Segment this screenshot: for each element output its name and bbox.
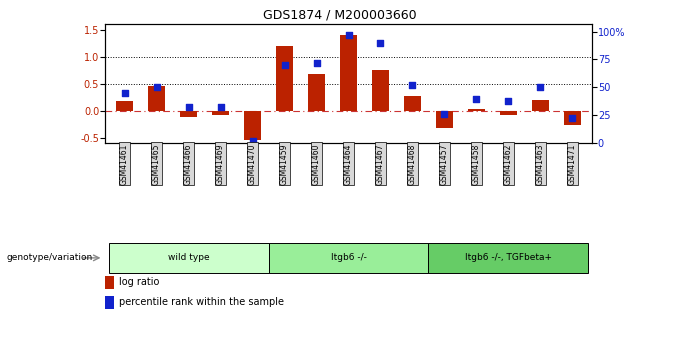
Text: log ratio: log ratio bbox=[119, 277, 159, 287]
Point bbox=[215, 105, 226, 110]
Bar bbox=[105, 276, 114, 288]
Text: GSM41467: GSM41467 bbox=[376, 143, 385, 185]
Bar bbox=[372, 70, 389, 111]
Bar bbox=[211, 111, 229, 115]
Text: GSM41457: GSM41457 bbox=[440, 143, 449, 185]
Point bbox=[567, 115, 578, 120]
Point bbox=[183, 105, 194, 110]
Text: GSM41466: GSM41466 bbox=[184, 143, 193, 185]
Text: Itgb6 -/-, TGFbeta+: Itgb6 -/-, TGFbeta+ bbox=[465, 253, 552, 263]
Bar bbox=[340, 35, 357, 111]
Point bbox=[119, 90, 130, 96]
Bar bbox=[436, 111, 454, 128]
Bar bbox=[532, 100, 549, 111]
Point bbox=[439, 111, 450, 117]
Text: GSM41463: GSM41463 bbox=[536, 143, 545, 185]
Text: GDS1874 / M200003660: GDS1874 / M200003660 bbox=[263, 9, 417, 22]
Point bbox=[535, 85, 546, 90]
Point bbox=[503, 98, 514, 104]
Text: Itgb6 -/-: Itgb6 -/- bbox=[330, 253, 367, 263]
Text: GSM41469: GSM41469 bbox=[216, 143, 225, 185]
Point bbox=[471, 96, 482, 101]
Text: genotype/variation: genotype/variation bbox=[7, 253, 93, 263]
Bar bbox=[564, 111, 581, 125]
Text: GSM41470: GSM41470 bbox=[248, 143, 257, 185]
Text: GSM41461: GSM41461 bbox=[120, 143, 129, 185]
Bar bbox=[180, 111, 197, 117]
Text: GSM41465: GSM41465 bbox=[152, 143, 161, 185]
Bar bbox=[404, 96, 422, 111]
Point bbox=[407, 82, 418, 88]
Bar bbox=[500, 111, 517, 115]
Text: GSM41462: GSM41462 bbox=[504, 143, 513, 185]
Text: GSM41464: GSM41464 bbox=[344, 143, 353, 185]
Point bbox=[343, 32, 354, 38]
Point bbox=[151, 85, 162, 90]
Text: percentile rank within the sample: percentile rank within the sample bbox=[119, 297, 284, 307]
Bar bbox=[105, 296, 114, 309]
Point bbox=[311, 60, 322, 66]
FancyBboxPatch shape bbox=[428, 243, 588, 273]
Bar bbox=[275, 46, 293, 111]
FancyBboxPatch shape bbox=[269, 243, 428, 273]
Point bbox=[375, 40, 386, 46]
Text: GSM41458: GSM41458 bbox=[472, 143, 481, 185]
Bar bbox=[468, 109, 486, 111]
Text: GSM41460: GSM41460 bbox=[312, 143, 321, 185]
Text: GSM41468: GSM41468 bbox=[408, 143, 417, 185]
Text: GSM41459: GSM41459 bbox=[280, 143, 289, 185]
Bar bbox=[308, 74, 325, 111]
Text: GSM41471: GSM41471 bbox=[568, 143, 577, 185]
Point bbox=[279, 62, 290, 68]
Point bbox=[247, 138, 258, 144]
Text: wild type: wild type bbox=[168, 253, 209, 263]
Bar bbox=[243, 111, 261, 140]
FancyBboxPatch shape bbox=[109, 243, 269, 273]
Bar bbox=[148, 86, 165, 111]
Bar bbox=[116, 101, 133, 111]
